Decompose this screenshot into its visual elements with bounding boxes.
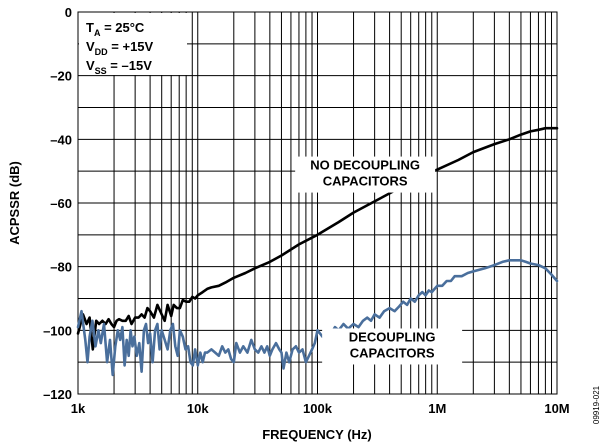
- y-tick-label: –40: [50, 132, 72, 147]
- condition-line: TA = 25°C: [86, 20, 145, 38]
- y-tick-label: –80: [50, 260, 72, 275]
- y-tick-labels: 0 –20 –40 –60 –80 –100 –120: [43, 5, 72, 402]
- x-tick-label: 100k: [303, 401, 333, 416]
- condition-line: VSS = –15V: [86, 58, 152, 76]
- y-tick-label: –20: [50, 69, 72, 84]
- y-tick-label: –100: [43, 323, 72, 338]
- annotation-background: [295, 156, 436, 193]
- annotation-background: [322, 328, 463, 365]
- curve-annotations: NO DECOUPLINGCAPACITORSDECOUPLINGCAPACIT…: [295, 156, 463, 365]
- conditions-background: [79, 13, 187, 75]
- x-tick-label: 10M: [544, 401, 569, 416]
- x-tick-label: 10k: [187, 401, 209, 416]
- curve-annotation: CAPACITORS: [350, 345, 435, 360]
- curve-annotation: DECOUPLING: [349, 329, 436, 344]
- x-tick-label: 1k: [71, 401, 86, 416]
- y-tick-label: –60: [50, 196, 72, 211]
- curve-annotation: CAPACITORS: [323, 174, 408, 189]
- figure-id: 09919-021: [592, 385, 601, 424]
- y-tick-label: –120: [43, 387, 72, 402]
- x-axis-title: FREQUENCY (Hz): [262, 427, 372, 442]
- y-tick-label: 0: [65, 5, 72, 20]
- y-axis-title: ACPSSR (dB): [7, 161, 22, 245]
- x-tick-labels: 1k 10k 100k 1M 10M: [71, 401, 570, 416]
- curve-annotation: NO DECOUPLING: [310, 158, 420, 173]
- x-tick-label: 1M: [428, 401, 446, 416]
- condition-line: VDD = +15V: [86, 39, 154, 57]
- plot-frame: [77, 11, 558, 395]
- series-line-decoupling: [76, 259, 559, 377]
